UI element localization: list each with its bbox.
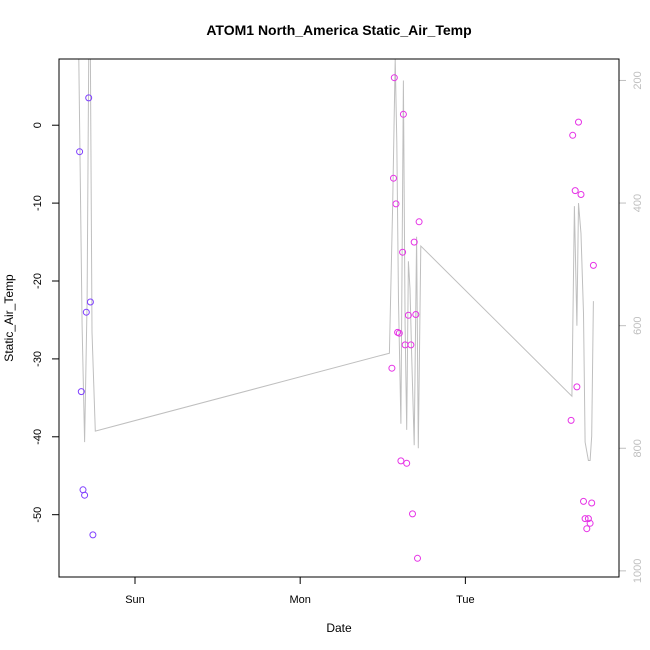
data-point-s1-12 [407,341,415,349]
data-point-s0-3 [81,491,89,499]
data-point-s1-5 [395,329,403,337]
data-point-s0-5 [85,94,93,102]
data-point-s1-21 [573,383,581,391]
data-point-s1-14 [410,238,418,246]
data-point-s1-24 [580,497,587,505]
y-tick-label: 0 [32,122,44,128]
chart-title: ATOM1 North_America Static_Air_Temp [206,22,471,38]
data-point-s1-17 [415,218,423,226]
x-axis-label: Date [326,621,352,635]
data-point-s1-16 [414,554,421,562]
data-point-s0-4 [82,308,90,316]
y-tick-label: -20 [32,273,44,289]
x-tick-label: Sun [125,594,145,606]
x-tick-label: Mon [289,594,310,606]
data-point-s1-18 [567,416,575,424]
data-point-s1-26 [583,525,591,533]
y2-tick-label: 200 [632,71,644,89]
data-point-s1-29 [588,499,596,507]
data-point-s1-22 [575,118,582,126]
data-point-s0-0 [76,148,84,156]
data-point-s1-6 [397,457,405,465]
data-point-s0-6 [86,298,94,306]
y-tick-label: -50 [32,507,44,523]
data-point-s1-3 [392,200,400,208]
y-tick-label: -30 [32,351,44,367]
data-point-s1-0 [388,364,396,372]
data-point-s0-7 [89,531,97,539]
data-point-s1-23 [577,191,585,198]
y-tick-label: -10 [32,195,44,211]
secondary-line-layer [78,58,594,461]
data-point-s1-20 [571,187,579,195]
y-axis-label: Static_Air_Temp [2,274,16,362]
y2-tick-label: 800 [632,439,644,457]
y2-tick-label: 400 [632,194,644,212]
data-point-s1-25 [581,515,589,523]
data-point-s1-15 [412,311,420,318]
secondary-series-line [78,58,594,461]
data-point-s1-27 [584,515,592,523]
data-point-s1-13 [409,510,416,518]
data-point-s0-1 [77,388,85,396]
axes-layer: 0 -10 -20 -30 -40 -50 200 400 600 800 1000 Sun Mon Tu… [32,71,644,606]
x-tick-label: Tue [456,594,475,606]
data-point-s1-8 [399,110,407,118]
data-point-s1-28 [586,519,594,527]
y-tick-label: -40 [32,429,44,445]
data-point-s1-1 [390,174,397,182]
data-point-s1-11 [404,311,412,319]
data-point-s1-2 [390,74,398,82]
y2-tick-label: 1000 [632,559,644,583]
data-point-s1-10 [403,459,411,467]
data-point-s1-7 [399,248,407,256]
data-point-s1-19 [569,131,577,139]
plot-frame [58,58,620,578]
points-layer [76,74,597,562]
y2-tick-label: 600 [632,316,644,334]
data-point-s1-30 [589,261,597,269]
